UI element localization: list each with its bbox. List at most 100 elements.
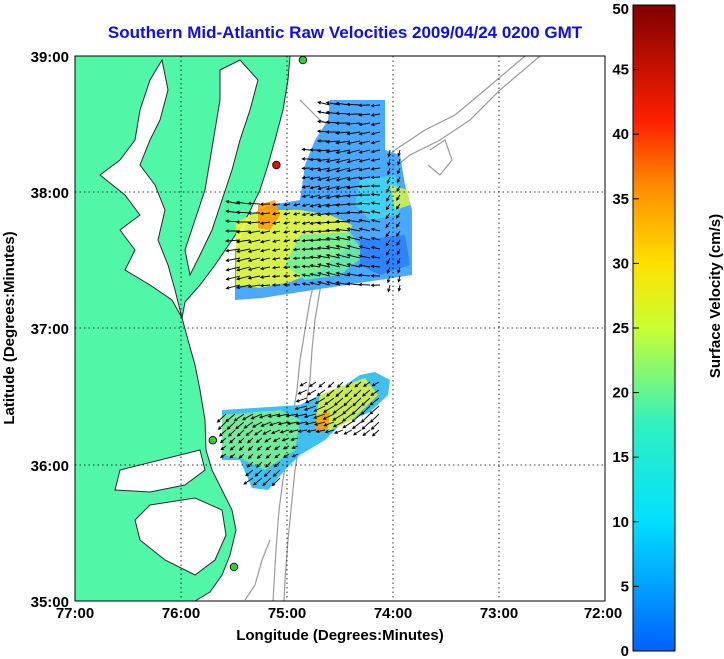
velocity-arrow <box>335 167 351 173</box>
velocity-arrow <box>322 413 335 420</box>
velocity-arrow <box>346 218 361 223</box>
velocity-arrow <box>396 248 401 256</box>
velocity-arrow <box>353 389 362 398</box>
velocity-arrow <box>271 274 281 279</box>
velocity-arrow <box>285 413 299 418</box>
velocity-arrow <box>292 203 301 207</box>
velocity-arrow <box>352 429 362 436</box>
velocity-arrow <box>301 273 311 277</box>
velocity-arrow <box>325 253 341 259</box>
velocity-arrow <box>335 244 351 250</box>
velocity-arrow <box>386 275 391 284</box>
velocity-arrow <box>387 284 391 293</box>
velocity-arrow <box>264 461 272 468</box>
velocity-arrow <box>235 284 251 290</box>
colorbar-tick-label: 0 <box>621 643 629 659</box>
velocity-arrow <box>263 469 272 478</box>
velocity-arrow <box>317 167 331 172</box>
velocity-arrow <box>370 175 381 180</box>
velocity-arrow <box>259 211 271 216</box>
velocity-arrow <box>313 413 326 419</box>
velocity-arrow <box>324 429 335 434</box>
velocity-arrow <box>325 280 341 286</box>
velocity-arrow <box>271 248 281 252</box>
velocity-arrow <box>325 194 341 200</box>
velocity-arrow <box>259 283 271 288</box>
x-tick-label: 76:00 <box>162 605 200 622</box>
velocity-arrow <box>256 445 263 451</box>
velocity-arrow <box>295 421 308 426</box>
velocity-arrow <box>397 275 401 283</box>
velocity-arrow <box>370 264 381 269</box>
velocity-arrow <box>301 185 311 189</box>
velocity-arrow <box>235 421 245 430</box>
velocity-arrow <box>264 437 272 443</box>
velocity-arrow <box>301 166 311 171</box>
velocity-arrow <box>229 445 236 451</box>
velocity-arrow <box>255 437 263 444</box>
velocity-arrow <box>309 185 321 190</box>
velocity-arrow <box>259 266 271 271</box>
velocity-arrow <box>259 230 271 235</box>
velocity-arrow <box>301 194 311 198</box>
velocity-arrow <box>325 245 341 250</box>
velocity-arrow <box>346 122 361 126</box>
velocity-arrow <box>346 202 361 206</box>
velocity-arrow <box>271 221 281 225</box>
velocity-arrow <box>301 175 311 180</box>
velocity-arrow <box>341 413 353 422</box>
velocity-arrow <box>247 437 254 444</box>
velocity-arrows <box>216 101 402 487</box>
velocity-arrow <box>299 381 308 387</box>
velocity-arrow <box>335 121 351 125</box>
velocity-arrow <box>271 257 281 261</box>
velocity-arrow <box>358 263 371 268</box>
velocity-arrow <box>247 275 261 280</box>
velocity-arrow <box>309 167 321 171</box>
velocity-arrow <box>370 122 381 127</box>
velocity-arrow <box>303 405 317 411</box>
colorbar-tick-label: 35 <box>612 191 629 208</box>
velocity-arrow <box>345 381 353 388</box>
velocity-arrow <box>385 203 391 211</box>
colorbar-tick-label: 25 <box>612 320 629 337</box>
velocity-arrow <box>370 158 381 162</box>
velocity-arrow <box>346 210 361 215</box>
velocity-arrow <box>225 200 241 205</box>
velocity-arrow <box>309 272 321 277</box>
velocity-arrow <box>282 274 291 278</box>
velocity-arrow <box>369 405 380 415</box>
map-plot <box>74 55 606 602</box>
velocity-arrow <box>317 263 331 268</box>
velocity-arrow <box>216 413 227 423</box>
velocity-arrow <box>292 238 301 243</box>
velocity-arrow <box>309 281 321 286</box>
velocity-arrow <box>317 203 331 208</box>
velocity-arrow <box>247 248 261 253</box>
velocity-arrow <box>256 461 263 468</box>
y-tick-label: 37:00 <box>31 321 69 338</box>
colorbar-label: Surface Velocity (cm/s) <box>707 214 724 378</box>
velocity-arrow <box>335 253 351 259</box>
velocity-arrow <box>335 185 351 191</box>
velocity-arrow <box>246 461 254 468</box>
velocity-arrow <box>371 381 380 387</box>
velocity-arrow <box>233 413 245 422</box>
velocity-arrow <box>317 280 331 286</box>
station-north <box>298 56 308 65</box>
velocity-arrow <box>301 238 311 243</box>
velocity-arrow <box>313 421 326 426</box>
chart-title: Southern Mid-Atlantic Raw Velocities 200… <box>108 23 583 42</box>
velocity-arrow <box>386 185 391 193</box>
velocity-arrow <box>370 149 381 154</box>
velocity-arrow <box>271 202 281 207</box>
velocity-arrow <box>228 429 236 437</box>
velocity-arrow <box>292 256 301 260</box>
velocity-arrow <box>271 212 281 216</box>
velocity-arrow <box>238 453 245 459</box>
velocity-arrow <box>282 453 290 458</box>
velocity-arrow <box>386 248 391 256</box>
velocity-arrow <box>245 469 254 477</box>
plot-frame <box>74 55 606 602</box>
velocity-arrow <box>361 397 371 407</box>
